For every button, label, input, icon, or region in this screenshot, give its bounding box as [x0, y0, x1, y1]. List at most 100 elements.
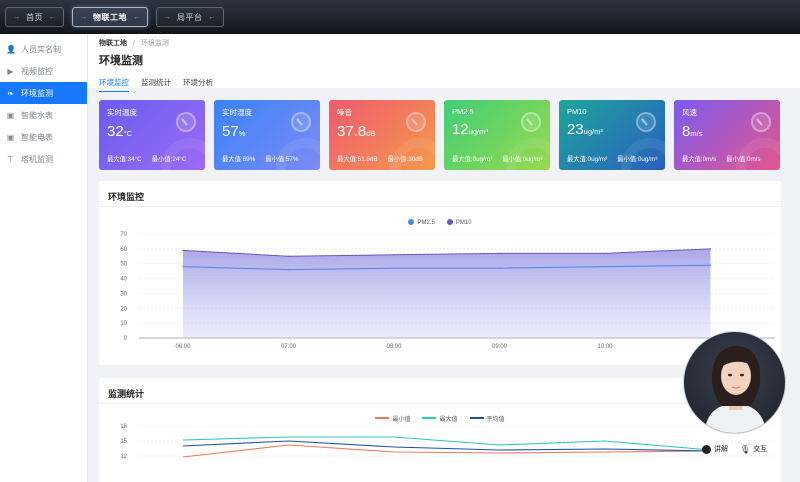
water-meter-icon: ▣ — [6, 110, 15, 120]
metric-range: 最大值:0ug/m³ 最小值:0ug/m³ — [567, 154, 658, 163]
metric-min: 最小值:0ug/m³ — [617, 156, 658, 163]
camera-icon: ▶ — [7, 66, 14, 76]
sidebar-item-label: 智能水表 — [21, 110, 53, 120]
metric-range: 最大值:69% 最小值:57% — [222, 154, 299, 163]
metric-name: 风速 — [682, 108, 697, 117]
data-point — [709, 264, 712, 266]
metric-max: 最大值:0ug/m³ — [452, 156, 493, 163]
metric-card-3: PM2.5 12ug/m³ 最大值:0ug/m³ 最小值:0ug/m³ — [444, 100, 550, 170]
x-tick-label: 10:00 — [597, 344, 613, 350]
digital-human-avatar[interactable] — [683, 331, 786, 434]
metric-name: 实时湿度 — [222, 108, 252, 117]
y-tick-label: 12 — [120, 454, 127, 460]
gauge-icon — [406, 112, 426, 132]
avatar-portrait-icon — [704, 346, 767, 433]
data-point — [182, 266, 184, 268]
metric-name: 实时温度 — [107, 108, 137, 117]
legend-item-1[interactable]: 最大值 — [422, 414, 458, 423]
topnav-label: 首页 — [26, 12, 43, 22]
series-line-0 — [182, 444, 711, 458]
tab-bar: 环境监控 监测统计 环境分析 — [99, 77, 789, 92]
topnav-item-0[interactable]: → 首页 ← — [5, 7, 64, 27]
legend-item-1[interactable]: PM10 — [446, 219, 472, 226]
arrow-left-icon: ← — [133, 13, 140, 21]
metric-unit: m/s — [690, 129, 703, 138]
interact-label: 交互 — [753, 446, 768, 453]
arrow-right-icon: → — [164, 13, 171, 21]
legend-label: 平均值 — [486, 417, 505, 423]
legend-item-0[interactable]: 最小值 — [375, 414, 410, 423]
person-icon: 👤 — [6, 44, 16, 54]
breadcrumb-root[interactable]: 物联工地 — [99, 40, 127, 47]
metric-card-4: PM10 23ug/m³ 最大值:0ug/m³ 最小值:0ug/m³ — [559, 100, 665, 170]
sidebar-item-5[interactable]: ⊤ 塔机监测 — [0, 148, 87, 170]
metric-range: 最大值:34°C 最小值:24°C — [107, 154, 186, 163]
tower-crane-icon: ⊤ — [7, 154, 14, 164]
sidebar-item-4[interactable]: ▣ 智能电表 — [0, 126, 87, 148]
sidebar-item-1[interactable]: ▶ 视频监控 — [0, 60, 87, 82]
gauge-icon — [751, 112, 771, 132]
sidebar-item-2[interactable]: ❧ 环境监测 — [0, 82, 87, 104]
legend-item-0[interactable]: PM2.5 — [408, 219, 435, 226]
metric-card-0: 实时温度 32°C 最大值:34°C 最小值:24°C — [99, 100, 205, 170]
monitor-chart-legend: PM2.5 PM10 — [99, 219, 781, 226]
tab-2[interactable]: 环境分析 — [183, 78, 213, 87]
data-point — [393, 254, 395, 256]
y-tick-label: 50 — [120, 262, 127, 268]
topnav-label: 局平台 — [177, 12, 203, 22]
metric-value: 57% — [222, 123, 312, 140]
breadcrumb-separator: / — [132, 40, 135, 47]
sidebar-item-label: 人员实名制 — [21, 44, 61, 54]
legend-item-2[interactable]: 平均值 — [469, 414, 505, 423]
gauge-icon — [176, 112, 196, 132]
metric-unit: % — [238, 129, 246, 138]
tab-0[interactable]: 环境监控 — [99, 77, 129, 92]
arrow-right-icon: → — [13, 13, 20, 21]
metric-max: 最大值:69% — [222, 156, 256, 163]
main-content: 物联工地 / 环境监测 环境监测 环境监控 监测统计 环境分析 实时温度 32°C 最大… — [88, 34, 800, 482]
gauge-icon — [521, 112, 541, 132]
data-point — [182, 249, 184, 251]
metric-number: 57 — [222, 123, 239, 140]
y-tick-label: 40 — [120, 277, 127, 283]
x-tick-label: 06:00 — [175, 344, 191, 350]
y-tick-label: 70 — [120, 232, 127, 238]
metric-number: 12 — [452, 121, 469, 138]
page-header: 物联工地 / 环境监测 环境监测 环境监控 监测统计 环境分析 — [88, 34, 800, 92]
gauge-icon — [291, 112, 311, 132]
breadcrumb: 物联工地 / 环境监测 — [99, 38, 789, 48]
arrow-left-icon: ← — [208, 13, 216, 21]
interact-button[interactable]: 🎙 交互 — [740, 444, 767, 454]
decorative-ring — [621, 138, 665, 170]
metric-min: 最小值:0m/s — [726, 156, 761, 163]
series-line-1 — [182, 436, 711, 451]
decorative-ring — [276, 138, 320, 170]
sidebar-item-label: 环境监测 — [21, 88, 53, 98]
tab-1[interactable]: 监测统计 — [141, 78, 171, 87]
data-point — [498, 267, 501, 269]
metric-number: 37.8 — [337, 123, 367, 140]
metric-card-2: 噪音 37.8dB 最大值:51.8dB 最小值:30dB — [329, 100, 435, 170]
monitor-panel-title: 环境监控 — [99, 181, 781, 207]
metric-max: 最大值:0m/s — [682, 156, 717, 163]
metric-min: 最小值:0ug/m³ — [502, 156, 543, 163]
topnav-label: 物联工地 — [93, 12, 127, 22]
decorative-ring — [161, 138, 205, 170]
arrow-left-icon: ← — [49, 13, 56, 21]
breadcrumb-current: 环境监测 — [140, 40, 169, 47]
metric-range: 最大值:0ug/m³ 最小值:0ug/m³ — [452, 154, 543, 163]
y-tick-label: 0 — [124, 336, 128, 342]
metric-number: 8 — [682, 123, 691, 140]
metric-value: 12ug/m³ — [452, 121, 542, 138]
legend-swatch — [408, 219, 415, 225]
topnav-item-2[interactable]: → 局平台 ← — [156, 7, 224, 27]
sidebar-item-label: 塔机监测 — [21, 154, 53, 164]
sidebar-item-label: 智能电表 — [21, 132, 53, 142]
topnav-item-1[interactable]: → 物联工地 ← — [72, 7, 148, 27]
explain-button[interactable]: 讲解 — [702, 444, 728, 454]
series-line-1 — [182, 248, 711, 257]
sidebar-item-3[interactable]: ▣ 智能水表 — [0, 104, 87, 126]
sidebar-item-0[interactable]: 👤 人员实名制 — [0, 38, 87, 60]
metric-max: 最大值:0ug/m³ — [567, 156, 608, 163]
metric-card-5: 风速 8m/s 最大值:0m/s 最小值:0m/s — [674, 100, 780, 170]
